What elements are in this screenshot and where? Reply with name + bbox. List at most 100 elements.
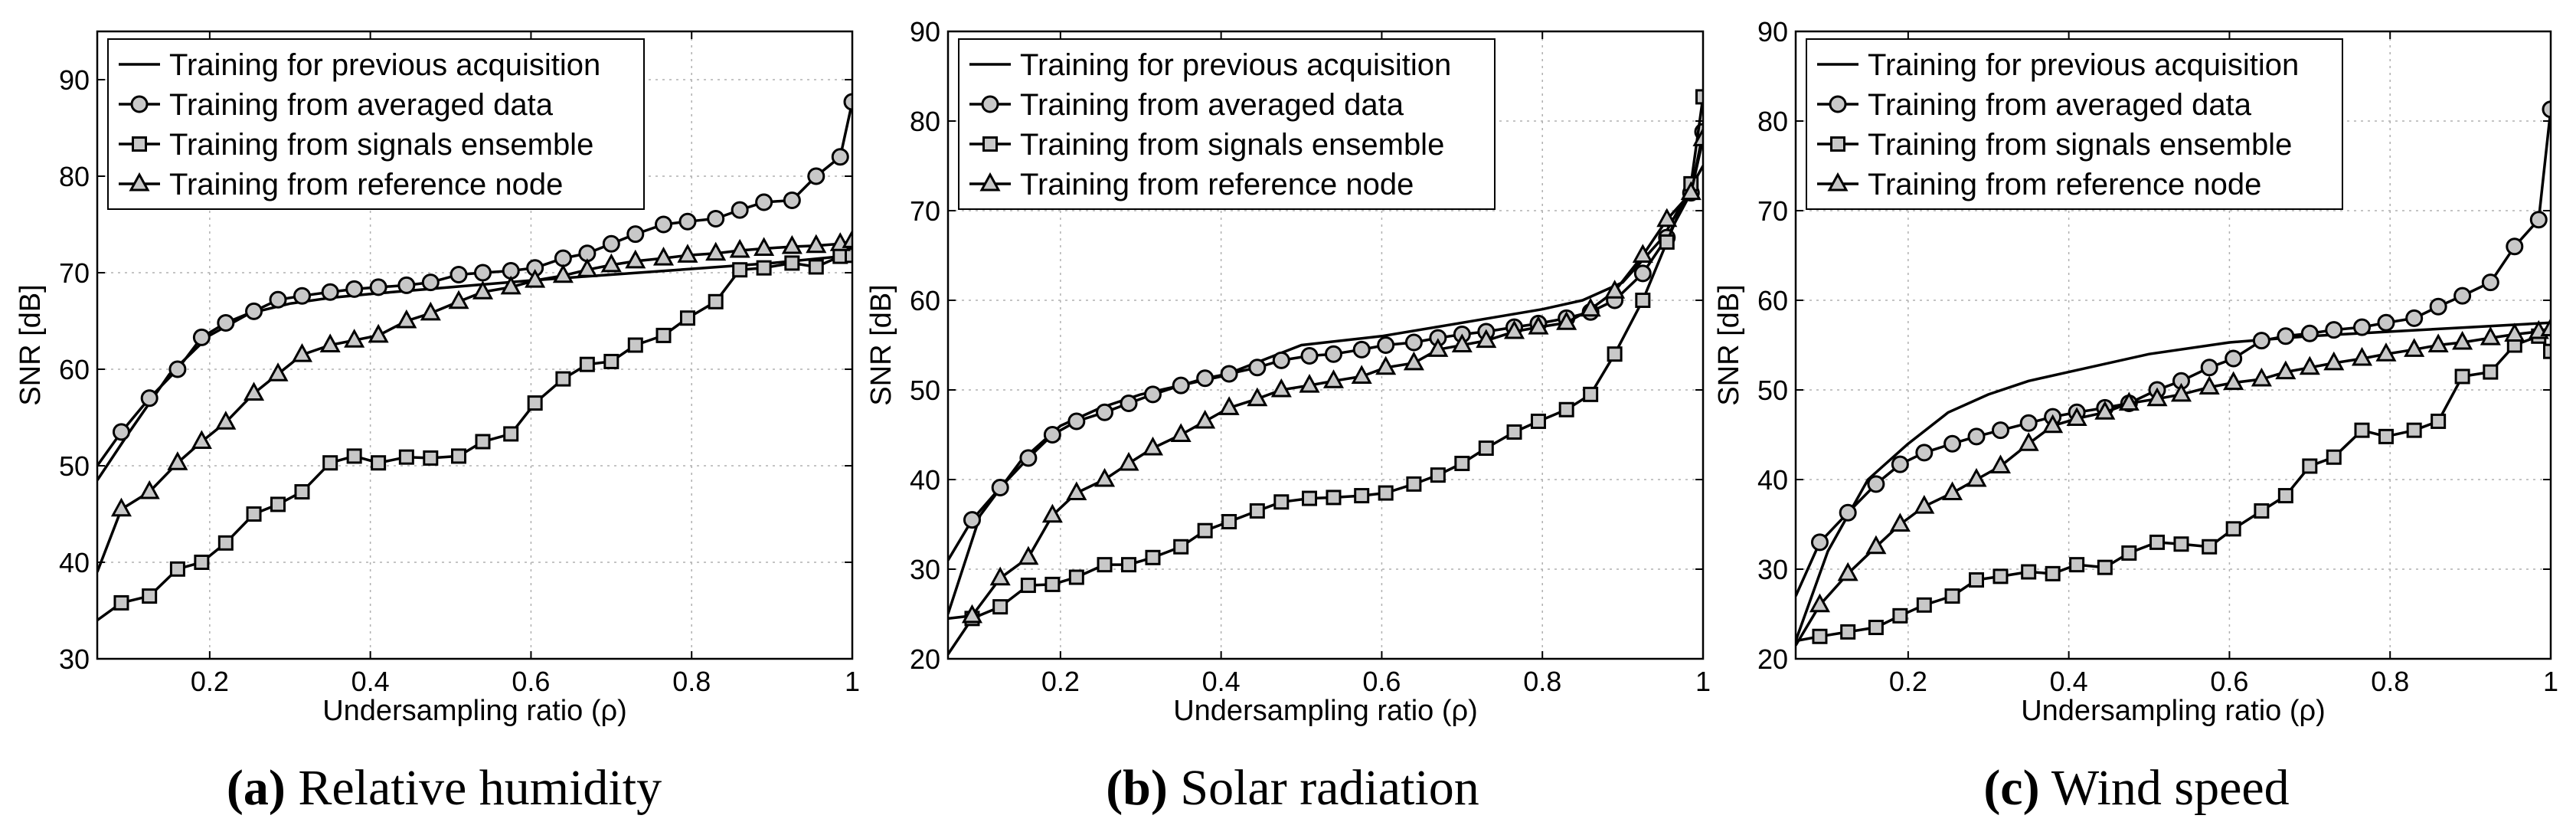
data-point-triangle (2404, 338, 2425, 357)
x-tick-label: 0.6 (1362, 666, 1401, 697)
legend-entry-3: Training from signals ensemble (1868, 128, 2292, 162)
data-point-square (627, 337, 643, 353)
data-point-circle (991, 479, 1009, 497)
data-point-circle (783, 192, 801, 209)
data-point-circle (473, 264, 492, 282)
x-tick-label: 1 (1695, 666, 1711, 697)
data-point-triangle (1195, 409, 1216, 429)
legend-box (1806, 38, 2343, 210)
y-tick-label: 20 (1757, 643, 1788, 675)
legend-marker-circle (130, 95, 149, 113)
data-point-circle (345, 280, 364, 298)
data-point-triangle (1966, 467, 1987, 487)
data-point-triangle (1094, 467, 1116, 487)
legend-marker-square (982, 136, 998, 152)
data-point-circle (1991, 421, 2009, 440)
data-point-circle (2453, 287, 2472, 305)
data-point-triangle (1989, 454, 2012, 473)
x-axis-label: Undersampling ratio (ρ) (1173, 695, 1478, 727)
data-point-square (1173, 539, 1189, 555)
y-tick-label: 30 (910, 554, 940, 585)
data-point-square (1249, 503, 1265, 519)
data-point-circle (843, 93, 852, 111)
data-point-triangle (2427, 333, 2449, 352)
x-tick-label: 0.8 (672, 666, 711, 697)
data-point-square (217, 535, 234, 551)
data-point-triangle (1170, 423, 1192, 442)
data-point-triangle (1503, 319, 1525, 339)
data-point-circle (269, 290, 287, 309)
y-tick-label: 40 (1757, 464, 1788, 496)
data-point-square (398, 449, 414, 465)
data-point-triangle (2066, 407, 2087, 426)
data-point-square (1478, 440, 1494, 457)
data-point-triangle (244, 381, 265, 401)
data-point-triangle (1865, 535, 1887, 555)
series-group (948, 89, 1703, 656)
data-point-circle (168, 360, 187, 378)
data-point-triangle (2540, 317, 2551, 336)
panel-caption: (a) Relative humidity (227, 760, 662, 816)
data-point-triangle (1556, 311, 1577, 330)
y-tick-label: 90 (1757, 16, 1788, 47)
legend-marker-triangle (129, 172, 150, 192)
data-point-circle (397, 276, 416, 294)
x-tick-label: 0.2 (1889, 666, 1927, 697)
data-point-triangle (2223, 371, 2244, 391)
data-point-circle (293, 287, 311, 305)
data-point-triangle (1809, 593, 1831, 613)
data-point-triangle (1247, 387, 1268, 407)
y-tick-label: 70 (1757, 195, 1788, 227)
series-line-1 (1796, 321, 2551, 642)
data-point-circle (1967, 427, 1986, 446)
y-tick-label: 40 (59, 547, 90, 578)
data-point-square (1530, 413, 1546, 429)
data-point-triangle (1218, 396, 1240, 415)
data-point-triangle (291, 342, 313, 362)
data-point-triangle (1889, 512, 1911, 532)
data-point-square (294, 484, 310, 500)
data-point-triangle (139, 480, 160, 499)
legend-entry-4: Training from reference node (1868, 168, 2261, 201)
data-point-square (1020, 578, 1036, 594)
data-point-circle (2325, 321, 2343, 339)
data-point-square (2021, 564, 2037, 580)
data-point-square (2378, 428, 2394, 444)
data-point-triangle (842, 229, 852, 248)
data-point-circle (2200, 359, 2218, 377)
data-point-square (732, 262, 748, 278)
data-point-triangle (1837, 562, 1858, 581)
data-point-triangle (961, 604, 983, 624)
y-tick-label: 60 (1757, 285, 1788, 316)
data-point-square (1097, 557, 1113, 573)
data-point-square (1635, 293, 1651, 308)
data-point-square (1607, 346, 1623, 362)
y-axis-label: SNR [dB] (865, 284, 897, 405)
data-point-triangle (989, 566, 1011, 586)
y-tick-label: 30 (1757, 554, 1788, 585)
data-point-triangle (1692, 127, 1703, 146)
data-point-square (1812, 628, 1828, 644)
x-tick-label: 0.4 (2050, 666, 2088, 697)
x-axis-label: Undersampling ratio (ρ) (2021, 695, 2326, 727)
data-point-circle (707, 209, 725, 228)
legend-entry-3: Training from signals ensemble (1020, 128, 1444, 162)
data-point-triangle (1322, 369, 1345, 388)
data-point-circle (1377, 336, 1395, 354)
data-point-circle (1300, 347, 1319, 365)
data-point-square (194, 555, 210, 570)
data-point-circle (2252, 332, 2270, 350)
data-point-square (1969, 572, 1985, 588)
legend-entry-2: Training from averaged data (1020, 88, 1404, 122)
data-point-triangle (396, 309, 417, 329)
data-point-circle (1067, 412, 1086, 431)
legend-entry-3: Training from signals ensemble (169, 128, 593, 162)
x-tick-label: 1 (845, 666, 860, 697)
data-point-circle (1352, 340, 1371, 359)
data-point-square (1659, 234, 1675, 250)
data-point-square (784, 255, 800, 271)
panel-caption: (c) Wind speed (1983, 760, 2289, 816)
data-point-triangle (1914, 494, 1935, 514)
data-point-circle (1839, 503, 1857, 522)
legend-marker-circle (1829, 95, 1847, 113)
